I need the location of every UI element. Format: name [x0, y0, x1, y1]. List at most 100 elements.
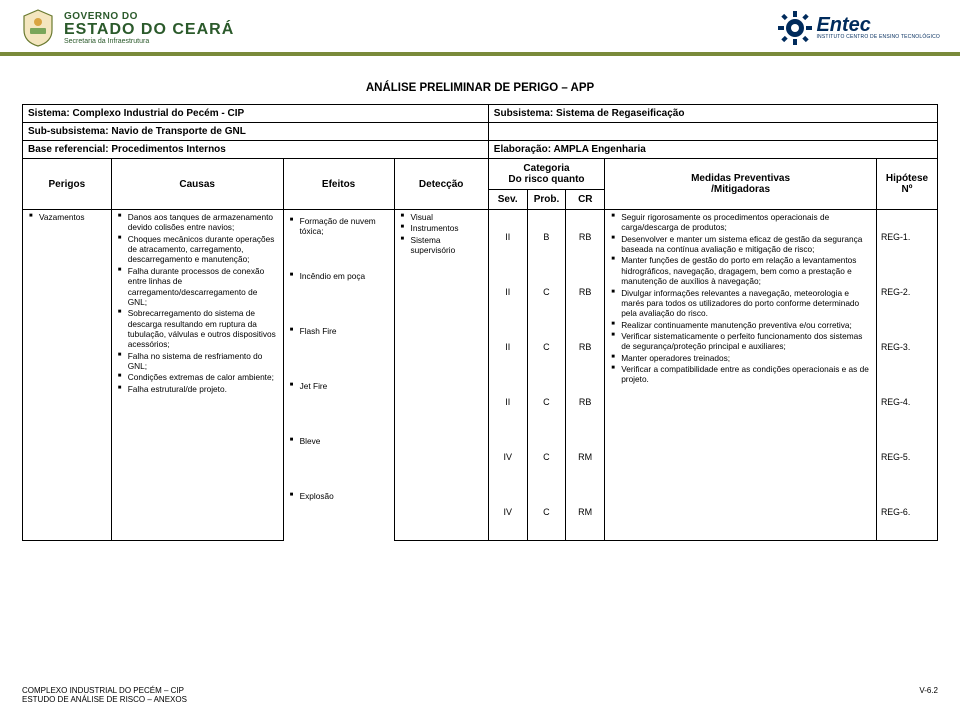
main-content: ANÁLISE PRELIMINAR DE PERIGO – APP Siste… [0, 56, 960, 541]
ceara-emblem-icon [20, 8, 56, 48]
h-prob: Prob. [527, 190, 566, 210]
cat-sev: IV [489, 430, 527, 485]
cat-sev: II [489, 320, 527, 375]
hip-inner: REG-1.REG-2.REG-3.REG-4.REG-5.REG-6. [877, 210, 937, 540]
gov-line1: GOVERNO DO [64, 12, 234, 22]
hipotese-item: REG-1. [877, 210, 937, 265]
hipotese-item: REG-2. [877, 265, 937, 320]
gov-line2: ESTADO DO CEARÁ [64, 22, 234, 38]
cat-prob: C [527, 430, 565, 485]
hipotese-item: REG-6. [877, 485, 937, 540]
causa-item: Falha estrutural/de projeto. [118, 384, 279, 394]
efeito-bullet: Flash Fire [290, 326, 390, 336]
deteccao-item: Sistema supervisório [401, 235, 484, 256]
entec-sub: INSTITUTO CENTRO DE ENSINO TECNOLÓGICO [816, 34, 940, 40]
medida-item: Verificar sistematicamente o perfeito fu… [611, 331, 872, 352]
entec-logo-block: Entec INSTITUTO CENTRO DE ENSINO TECNOLÓ… [778, 11, 940, 45]
page-footer: COMPLEXO INDUSTRIAL DO PECÉM – CIP ESTUD… [22, 686, 938, 705]
cat-prob: B [527, 210, 565, 265]
gov-text: GOVERNO DO ESTADO DO CEARÁ Secretaria da… [64, 12, 234, 45]
table-title: ANÁLISE PRELIMINAR DE PERIGO – APP [23, 74, 938, 105]
efeito-item: Flash Fire [284, 320, 394, 375]
base-cell: Base referencial: Procedimentos Internos [23, 141, 489, 159]
efeito-bullet: Formação de nuvem tóxica; [290, 216, 390, 237]
causa-item: Danos aos tanques de armazenamento devid… [118, 212, 279, 233]
causa-item: Falha no sistema de resfriamento do GNL; [118, 351, 279, 372]
cat-cr: RM [566, 485, 605, 540]
document-header: GOVERNO DO ESTADO DO CEARÁ Secretaria da… [0, 0, 960, 56]
gear-icon [778, 11, 812, 45]
entec-brand: Entec [816, 16, 870, 34]
cat-cr: RB [566, 210, 605, 265]
subsub-row: Sub-subsistema: Navio de Transporte de G… [23, 123, 938, 141]
deteccao-item: Visual [401, 212, 484, 222]
efeito-item: Jet Fire [284, 375, 394, 430]
medida-item: Seguir rigorosamente os procedimentos op… [611, 212, 872, 233]
cat-prob: C [527, 485, 565, 540]
medida-item: Verificar a compatibilidade entre as con… [611, 364, 872, 385]
cell-efeitos: Formação de nuvem tóxica; Incêndio em poç… [283, 210, 394, 541]
h-deteccao: Detecção [394, 159, 488, 210]
footer-l1: COMPLEXO INDUSTRIAL DO PECÉM – CIP [22, 686, 187, 696]
categoria-inner: IIBRBIICRBIICRBIICRBIVCRMIVCRM [489, 210, 604, 540]
medida-item: Realizar continuamente manutenção preven… [611, 320, 872, 330]
cat-prob: C [527, 320, 565, 375]
efeito-item: Formação de nuvem tóxica; [284, 210, 394, 265]
cat-prob: C [527, 375, 565, 430]
elab-cell: Elaboração: AMPLA Engenharia [488, 141, 937, 159]
h-efeitos: Efeitos [283, 159, 394, 210]
table-row: Vazamentos Danos aos tanques de armazena… [23, 210, 938, 541]
causa-item: Sobrecarregamento do sistema de descarga… [118, 308, 279, 349]
cat-sev: II [489, 210, 527, 265]
h-sev: Sev. [488, 190, 527, 210]
cat-sev: IV [489, 485, 527, 540]
h-hipotese: Hipótese Nº [876, 159, 937, 210]
efeito-bullet: Jet Fire [290, 381, 390, 391]
sistema-cell: Sistema: Complexo Industrial do Pecém - … [23, 105, 489, 123]
cat-prob: C [527, 265, 565, 320]
cat-cr: RB [566, 320, 605, 375]
subsistema-cell: Subsistema: Sistema de Regaseificação [488, 105, 937, 123]
efeitos-inner: Formação de nuvem tóxica; Incêndio em poç… [284, 210, 394, 540]
causa-item: Condições extremas de calor ambiente; [118, 372, 279, 382]
hipotese-item: REG-5. [877, 430, 937, 485]
gov-logo-block: GOVERNO DO ESTADO DO CEARÁ Secretaria da… [20, 8, 234, 48]
medida-item: Divulgar informações relevantes a navega… [611, 288, 872, 319]
cat-sev: II [489, 375, 527, 430]
medida-item: Manter operadores treinados; [611, 353, 872, 363]
footer-left: COMPLEXO INDUSTRIAL DO PECÉM – CIP ESTUD… [22, 686, 187, 705]
cell-deteccao: VisualInstrumentos Sistema supervisório [394, 210, 488, 541]
causa-item: Choques mecânicos durante operações de a… [118, 234, 279, 265]
footer-l2: ESTUDO DE ANÁLISE DE RISCO – ANEXOS [22, 695, 187, 705]
cat-cr: RB [566, 265, 605, 320]
base-row: Base referencial: Procedimentos Internos… [23, 141, 938, 159]
h-perigos: Perigos [23, 159, 112, 210]
cell-medidas: Seguir rigorosamente os procedimentos op… [605, 210, 877, 541]
efeito-item: Incêndio em poça [284, 265, 394, 320]
efeito-bullet: Bleve [290, 436, 390, 446]
h-categoria: Categoria Do risco quanto [488, 159, 604, 190]
app-table: ANÁLISE PRELIMINAR DE PERIGO – APP Siste… [22, 74, 938, 541]
cell-perigo: Vazamentos [23, 210, 112, 541]
h-causas: Causas [111, 159, 283, 210]
subsub-cell: Sub-subsistema: Navio de Transporte de G… [23, 123, 489, 141]
cat-cr: RB [566, 375, 605, 430]
hipotese-item: REG-3. [877, 320, 937, 375]
deteccao-item: Instrumentos [401, 223, 484, 233]
medida-item: Manter funções de gestão do porto em rel… [611, 255, 872, 286]
efeito-bullet: Incêndio em poça [290, 271, 390, 281]
header-row-1: Perigos Causas Efeitos Detecção Categori… [23, 159, 938, 190]
hipotese-item: REG-4. [877, 375, 937, 430]
sistema-row: Sistema: Complexo Industrial do Pecém - … [23, 105, 938, 123]
gov-line3: Secretaria da Infraestrutura [64, 38, 234, 45]
efeito-item: Bleve [284, 430, 394, 485]
efeito-item: Explosão [284, 485, 394, 540]
entec-text: Entec INSTITUTO CENTRO DE ENSINO TECNOLÓ… [816, 16, 940, 40]
cell-causas: Danos aos tanques de armazenamento devid… [111, 210, 283, 541]
cat-cr: RM [566, 430, 605, 485]
medida-item: Desenvolver e manter um sistema eficaz d… [611, 234, 872, 255]
doc-title: ANÁLISE PRELIMINAR DE PERIGO – APP [26, 78, 935, 100]
efeito-bullet: Explosão [290, 491, 390, 501]
cell-categoria: IIBRBIICRBIICRBIICRBIVCRMIVCRM [488, 210, 604, 541]
h-cr: CR [566, 190, 605, 210]
